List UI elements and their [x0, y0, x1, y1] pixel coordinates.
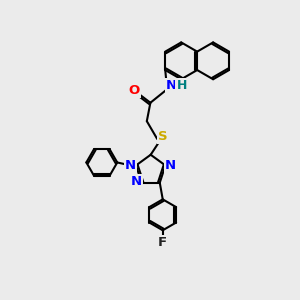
Text: O: O [129, 84, 140, 97]
Text: S: S [158, 130, 167, 143]
Text: N: N [131, 175, 142, 188]
Text: N: N [125, 159, 136, 172]
Text: F: F [158, 236, 167, 249]
Text: N: N [166, 79, 177, 92]
Text: H: H [176, 79, 187, 92]
Text: N: N [165, 159, 176, 172]
